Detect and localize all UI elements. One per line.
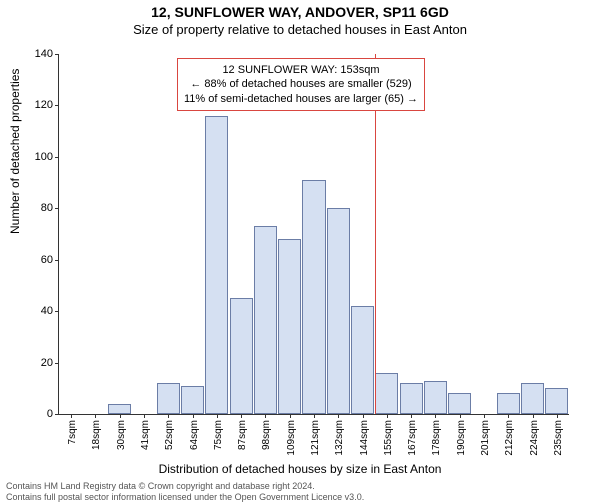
x-tick-mark xyxy=(144,414,145,418)
y-tick-mark xyxy=(55,363,59,364)
callout-line-2: ← 88% of detached houses are smaller (52… xyxy=(184,77,418,91)
x-tick-mark xyxy=(314,414,315,418)
x-tick-label: 235sqm xyxy=(553,420,564,456)
x-tick-label: 64sqm xyxy=(188,420,199,450)
x-tick-mark xyxy=(71,414,72,418)
x-tick-mark xyxy=(217,414,218,418)
x-tick-mark xyxy=(168,414,169,418)
x-tick-mark xyxy=(557,414,558,418)
y-tick-label: 0 xyxy=(23,408,53,420)
x-tick-mark xyxy=(193,414,194,418)
x-tick-mark xyxy=(533,414,534,418)
y-tick-label: 20 xyxy=(23,357,53,369)
callout-line-3: 11% of semi-detached houses are larger (… xyxy=(184,92,418,106)
bar xyxy=(278,239,301,414)
x-tick-mark xyxy=(120,414,121,418)
bar xyxy=(375,373,398,414)
y-tick-label: 100 xyxy=(23,151,53,163)
x-tick-label: 132sqm xyxy=(334,420,345,456)
x-tick-mark xyxy=(435,414,436,418)
x-tick-label: 75sqm xyxy=(213,420,224,450)
x-tick-mark xyxy=(95,414,96,418)
x-tick-mark xyxy=(265,414,266,418)
bar xyxy=(545,388,568,414)
x-tick-label: 52sqm xyxy=(164,420,175,450)
y-tick-mark xyxy=(55,105,59,106)
x-tick-mark xyxy=(290,414,291,418)
chart-plot-area: 0204060801001201407sqm18sqm30sqm41sqm52s… xyxy=(58,54,569,415)
x-tick-label: 224sqm xyxy=(528,420,539,456)
bar xyxy=(254,226,277,414)
x-tick-mark xyxy=(484,414,485,418)
x-tick-label: 167sqm xyxy=(407,420,418,456)
x-tick-mark xyxy=(460,414,461,418)
x-tick-mark xyxy=(387,414,388,418)
x-tick-label: 87sqm xyxy=(237,420,248,450)
x-tick-mark xyxy=(411,414,412,418)
y-tick-label: 60 xyxy=(23,254,53,266)
page-title: 12, SUNFLOWER WAY, ANDOVER, SP11 6GD xyxy=(0,4,600,20)
bar xyxy=(108,404,131,414)
bar xyxy=(181,386,204,414)
y-tick-mark xyxy=(55,54,59,55)
bar xyxy=(424,381,447,414)
bar xyxy=(205,116,228,414)
y-tick-label: 80 xyxy=(23,202,53,214)
y-axis-label: Number of detached properties xyxy=(8,69,22,234)
y-tick-mark xyxy=(55,157,59,158)
x-tick-label: 190sqm xyxy=(456,420,467,456)
x-tick-label: 98sqm xyxy=(261,420,272,450)
x-tick-mark xyxy=(241,414,242,418)
bar xyxy=(400,383,423,414)
x-tick-label: 109sqm xyxy=(286,420,297,456)
y-tick-label: 140 xyxy=(23,48,53,60)
y-tick-label: 120 xyxy=(23,99,53,111)
footer-line-2: Contains full postal sector information … xyxy=(6,492,364,502)
bar xyxy=(448,393,471,414)
x-axis-label: Distribution of detached houses by size … xyxy=(0,462,600,476)
y-tick-label: 40 xyxy=(23,305,53,317)
y-tick-mark xyxy=(55,414,59,415)
marker-callout: 12 SUNFLOWER WAY: 153sqm← 88% of detache… xyxy=(177,58,425,111)
bar xyxy=(157,383,180,414)
x-tick-label: 30sqm xyxy=(116,420,127,450)
x-tick-label: 144sqm xyxy=(358,420,369,456)
y-tick-mark xyxy=(55,208,59,209)
x-tick-label: 212sqm xyxy=(504,420,515,456)
bar xyxy=(327,208,350,414)
x-tick-label: 178sqm xyxy=(431,420,442,456)
bar xyxy=(230,298,253,414)
bar xyxy=(351,306,374,414)
footer-line-1: Contains HM Land Registry data © Crown c… xyxy=(6,481,364,491)
bar xyxy=(521,383,544,414)
x-tick-mark xyxy=(508,414,509,418)
footer-attribution: Contains HM Land Registry data © Crown c… xyxy=(6,481,364,502)
x-tick-mark xyxy=(363,414,364,418)
y-tick-mark xyxy=(55,260,59,261)
x-tick-label: 7sqm xyxy=(67,420,78,444)
x-tick-label: 201sqm xyxy=(480,420,491,456)
x-tick-label: 155sqm xyxy=(383,420,394,456)
page-subtitle: Size of property relative to detached ho… xyxy=(0,22,600,37)
bar xyxy=(497,393,520,414)
x-tick-mark xyxy=(338,414,339,418)
bar xyxy=(302,180,325,414)
y-tick-mark xyxy=(55,311,59,312)
x-tick-label: 121sqm xyxy=(310,420,321,456)
x-tick-label: 18sqm xyxy=(91,420,102,450)
callout-line-1: 12 SUNFLOWER WAY: 153sqm xyxy=(184,63,418,77)
x-tick-label: 41sqm xyxy=(140,420,151,450)
